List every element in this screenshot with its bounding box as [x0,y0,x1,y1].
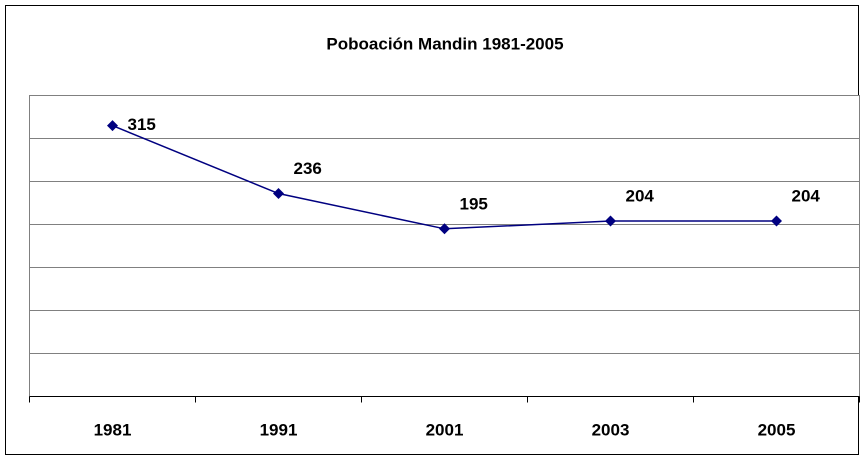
x-tick-label: 1981 [94,420,132,439]
data-label: 204 [792,187,821,206]
marker [439,223,450,235]
marker [605,215,616,227]
chart-title: Poboación Mandin 1981-2005 [326,34,563,53]
data-label: 204 [626,187,655,206]
data-label: 236 [294,159,322,178]
plot-area [29,95,860,397]
marker [107,120,118,132]
data-label: 315 [128,115,156,134]
x-tick-label: 1991 [260,420,298,439]
marker [771,215,782,227]
data-label: 195 [460,194,488,213]
x-tick-label: 2003 [592,420,630,439]
marker [273,188,284,200]
x-tick-label: 2005 [758,420,796,439]
x-tick-label: 2001 [426,420,464,439]
